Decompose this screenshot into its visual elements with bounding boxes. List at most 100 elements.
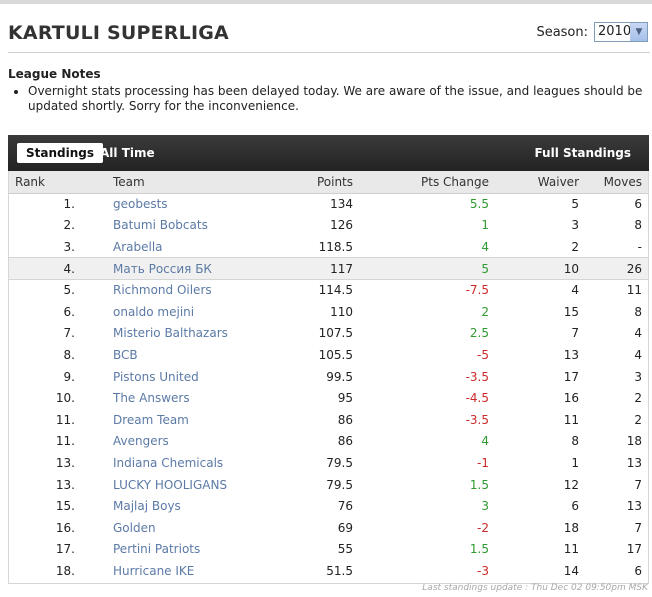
table-row: 11. Dream Team 86 -3.5 11 2	[9, 409, 648, 431]
waiver-cell: 6	[571, 499, 579, 514]
team-link[interactable]: LUCKY HOOLIGANS	[113, 477, 228, 492]
moves-cell: 11	[626, 283, 642, 298]
league-notes: League Notes Overnight stats processing …	[8, 67, 648, 114]
page-header: KARTULI SUPERLIGA Season: 2010 ▼	[8, 18, 650, 53]
table-row: 17. Pertini Patriots 55 1.5 11 17	[9, 539, 648, 561]
column-header-team[interactable]: Team	[107, 171, 269, 194]
full-standings-link[interactable]: Full Standings	[534, 146, 631, 160]
waiver-cell: 14	[563, 563, 579, 578]
league-notes-list: Overnight stats processing has been dela…	[8, 84, 648, 114]
team-link[interactable]: geobests	[113, 197, 168, 212]
team-link[interactable]: Hurricane IKE	[113, 563, 195, 578]
pts-change-cell: -2	[477, 520, 489, 535]
team-link[interactable]: Majlaj Boys	[113, 499, 181, 514]
table-row: 9. Pistons United 99.5 -3.5 17 3	[9, 366, 648, 388]
points-cell: 86	[337, 434, 353, 449]
table-row: 2. Batumi Bobcats 126 1 3 8	[9, 215, 648, 237]
pts-change-cell: -4.5	[465, 391, 489, 406]
waiver-cell: 13	[563, 347, 579, 362]
waiver-cell: 11	[563, 412, 579, 427]
moves-cell: 18	[626, 434, 642, 449]
moves-cell: 26	[626, 261, 642, 276]
table-row: 1. geobests 134 5.5 5 6	[9, 193, 648, 215]
rank-cell: 17.	[55, 542, 75, 557]
page-title: KARTULI SUPERLIGA	[8, 22, 229, 44]
points-cell: 51.5	[326, 563, 353, 578]
team-link[interactable]: Мать Россия БК	[113, 261, 212, 276]
column-header-points[interactable]: Points	[269, 171, 359, 194]
pts-change-cell: -1	[477, 455, 489, 470]
team-link[interactable]: Batumi Bobcats	[113, 218, 208, 233]
waiver-cell: 10	[563, 261, 579, 276]
points-cell: 117	[330, 261, 353, 276]
table-row: 3. Arabella 118.5 4 2 -	[9, 236, 648, 258]
pts-change-cell: -3.5	[465, 412, 489, 427]
rank-cell: 16.	[55, 520, 75, 535]
league-notes-title: League Notes	[8, 67, 101, 81]
team-link[interactable]: Misterio Balthazars	[113, 326, 228, 341]
table-row: 7. Misterio Balthazars 107.5 2.5 7 4	[9, 323, 648, 345]
pts-change-cell: -7.5	[465, 283, 489, 298]
waiver-cell: 15	[563, 304, 579, 319]
table-row: 10. The Answers 95 -4.5 16 2	[9, 387, 648, 409]
column-header-waiver[interactable]: Waiver	[495, 171, 585, 194]
team-link[interactable]: Indiana Chemicals	[113, 455, 224, 470]
waiver-cell: 11	[563, 542, 579, 557]
standings-table: Rank Team Points Pts Change Waiver Moves…	[9, 171, 648, 582]
waiver-cell: 17	[563, 369, 579, 384]
team-link[interactable]: Arabella	[113, 239, 163, 254]
waiver-cell: 16	[563, 391, 579, 406]
column-header-moves[interactable]: Moves	[585, 171, 648, 194]
moves-cell: 13	[626, 455, 642, 470]
table-row: 6. onaldo mejini 110 2 15 8	[9, 301, 648, 323]
rank-cell: 9.	[63, 369, 75, 384]
pts-change-cell: 4	[481, 434, 489, 449]
pts-change-cell: 3	[481, 499, 489, 514]
team-link[interactable]: Golden	[113, 520, 156, 535]
team-link[interactable]: Pertini Patriots	[113, 542, 201, 557]
points-cell: 99.5	[326, 369, 353, 384]
team-link[interactable]: Avengers	[113, 434, 169, 449]
moves-cell: 6	[634, 197, 642, 212]
points-cell: 110	[330, 304, 353, 319]
table-row: 13. LUCKY HOOLIGANS 79.5 1.5 12 7	[9, 474, 648, 496]
table-row: 16. Golden 69 -2 18 7	[9, 517, 648, 539]
moves-cell: 8	[634, 304, 642, 319]
rank-cell: 7.	[63, 326, 75, 341]
moves-cell: -	[637, 239, 642, 254]
standings-rows: 1. geobests 134 5.5 5 6 2. Batumi Bobcats 126 1 3 8…	[9, 193, 648, 582]
table-row: 4. Мать Россия БК 117 5 10 26	[9, 257, 648, 280]
rank-cell: 3.	[63, 239, 75, 254]
pts-change-cell: 1.5	[469, 477, 489, 492]
waiver-cell: 3	[571, 218, 579, 233]
team-link[interactable]: Dream Team	[113, 412, 189, 427]
team-link[interactable]: Pistons United	[113, 369, 199, 384]
standings-tabbar: Standings All Time Full Standings	[8, 135, 649, 171]
pts-change-cell: -3.5	[465, 369, 489, 384]
column-header-rank[interactable]: Rank	[9, 171, 107, 194]
points-cell: 69	[337, 520, 353, 535]
team-link[interactable]: The Answers	[113, 391, 190, 406]
pts-change-cell: -5	[477, 347, 489, 362]
table-header-row: Rank Team Points Pts Change Waiver Moves	[9, 171, 648, 194]
moves-cell: 4	[634, 347, 642, 362]
team-link[interactable]: Richmond Oilers	[113, 283, 212, 298]
last-update-text: Last standings update : Thu Dec 02 09:50…	[422, 583, 648, 593]
chevron-down-icon[interactable]: ▼	[630, 23, 647, 41]
rank-cell: 11.	[55, 434, 75, 449]
season-dropdown[interactable]: 2010 ▼	[594, 22, 648, 42]
team-link[interactable]: onaldo mejini	[113, 304, 195, 319]
rank-cell: 13.	[55, 455, 75, 470]
pts-change-cell: 1.5	[469, 542, 489, 557]
season-selector: Season: 2010 ▼	[536, 22, 648, 42]
tab-standings[interactable]: Standings	[17, 143, 103, 163]
pts-change-cell: 2	[481, 304, 489, 319]
tab-all-time[interactable]: All Time	[100, 146, 155, 160]
column-header-pts-change[interactable]: Pts Change	[359, 171, 495, 194]
points-cell: 55	[337, 542, 353, 557]
moves-cell: 13	[626, 499, 642, 514]
moves-cell: 3	[634, 369, 642, 384]
team-link[interactable]: BCB	[113, 347, 138, 362]
moves-cell: 4	[634, 326, 642, 341]
table-row: 8. BCB 105.5 -5 13 4	[9, 344, 648, 366]
